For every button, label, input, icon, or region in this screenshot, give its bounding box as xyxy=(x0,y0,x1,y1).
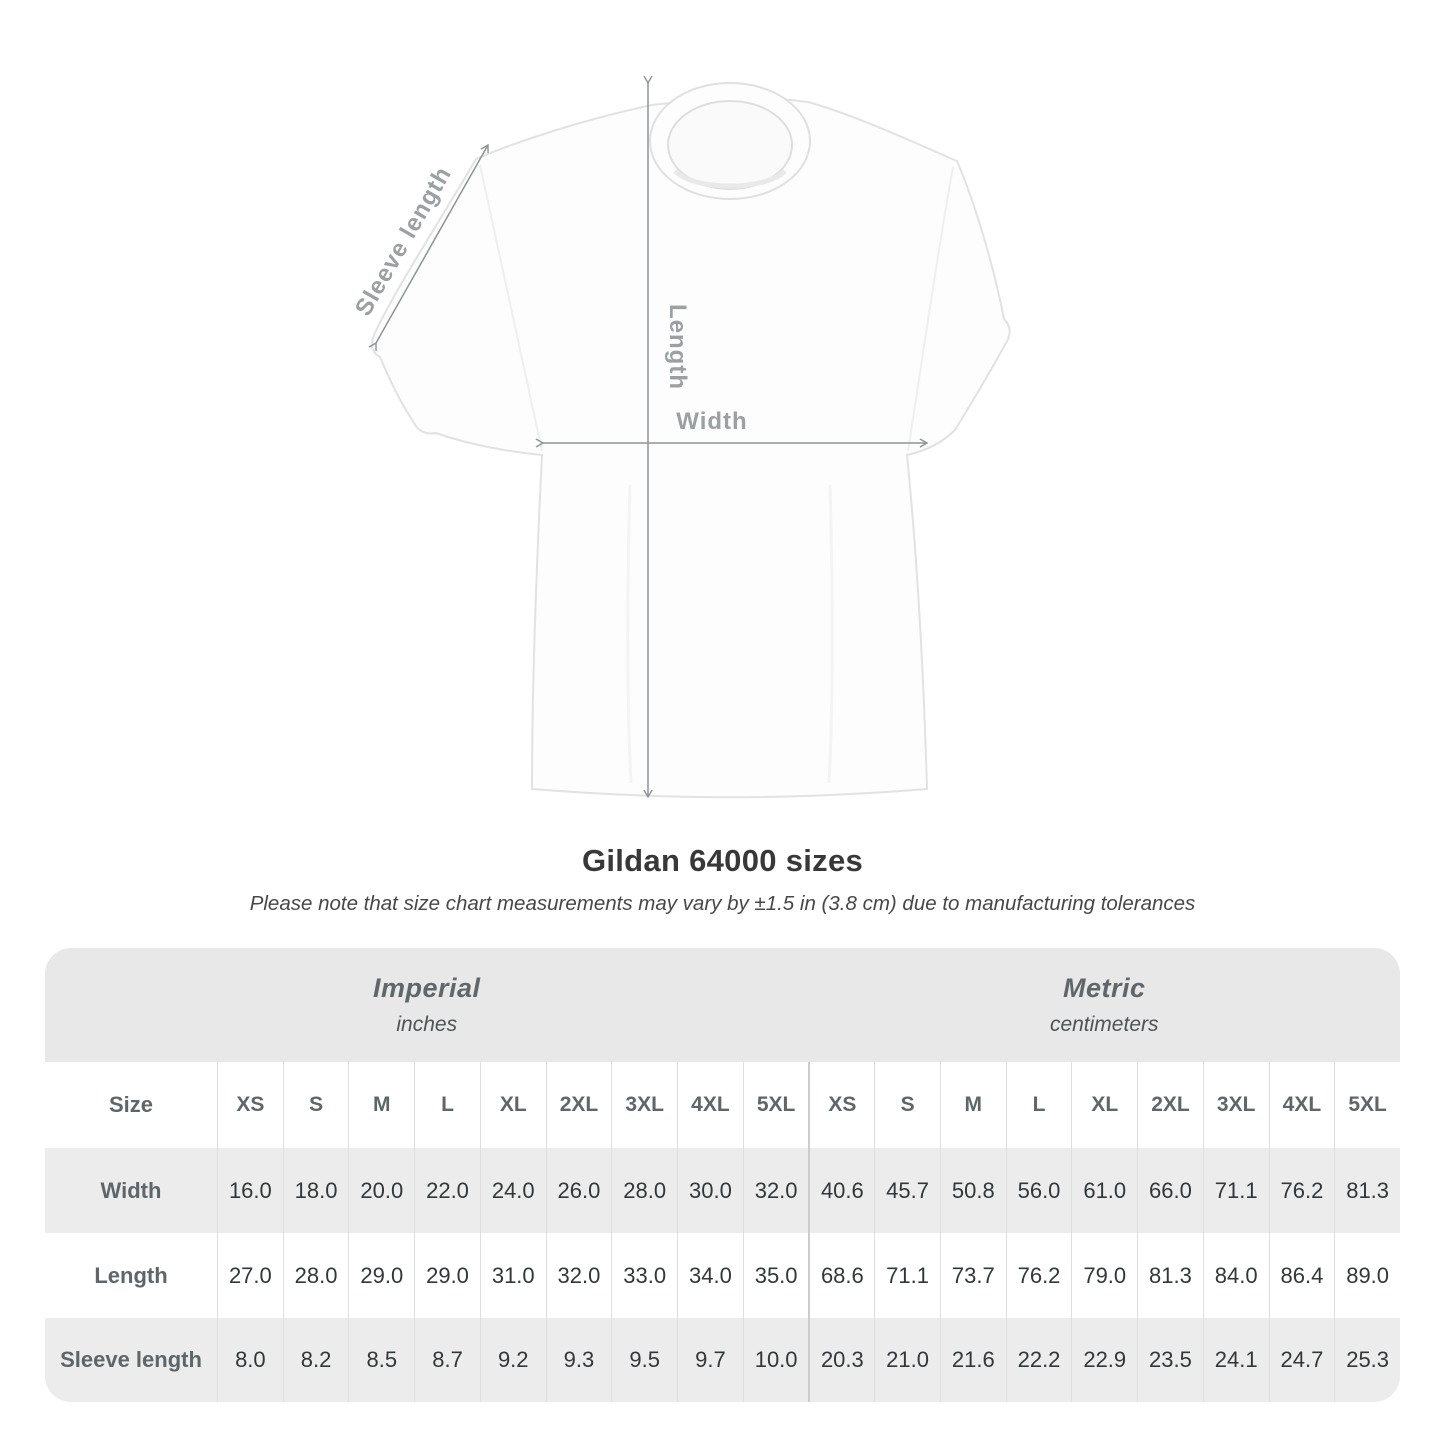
value-cell: 40.6 xyxy=(808,1148,875,1233)
size-header-cell: M xyxy=(939,1062,1006,1148)
value-cell: 22.2 xyxy=(1005,1318,1072,1402)
value-cell: 68.6 xyxy=(808,1233,875,1318)
row-label: Length xyxy=(45,1233,217,1318)
value-cell: 8.0 xyxy=(217,1318,283,1402)
size-header-cell: M xyxy=(348,1062,415,1148)
value-cell: 45.7 xyxy=(874,1148,940,1233)
size-header-cell: L xyxy=(1005,1062,1072,1148)
value-cell: 20.0 xyxy=(348,1148,415,1233)
value-cell: 29.0 xyxy=(414,1233,480,1318)
value-cell: 84.0 xyxy=(1202,1233,1269,1318)
value-cell: 9.2 xyxy=(479,1318,546,1402)
value-cell: 76.2 xyxy=(1268,1148,1335,1233)
value-cell: 32.0 xyxy=(742,1148,809,1233)
value-cell: 22.0 xyxy=(414,1148,480,1233)
unit-header-imperial-unit: inches xyxy=(396,1013,458,1036)
value-cell: 21.6 xyxy=(939,1318,1006,1402)
size-header-cell: 2XL xyxy=(545,1062,612,1148)
value-cell: 34.0 xyxy=(677,1233,743,1318)
unit-header-metric-name: Metric xyxy=(1062,973,1146,1003)
value-cell: 8.5 xyxy=(348,1318,415,1402)
value-cell: 18.0 xyxy=(282,1148,349,1233)
size-header-cell: 3XL xyxy=(611,1062,678,1148)
value-cell: 79.0 xyxy=(1071,1233,1138,1318)
value-cell: 31.0 xyxy=(479,1233,546,1318)
value-cell: 24.0 xyxy=(479,1148,546,1233)
size-col-header: Size xyxy=(45,1062,217,1148)
row-label: Sleeve length xyxy=(45,1318,217,1402)
measurement-arrows xyxy=(368,75,929,799)
page-title: Gildan 64000 sizes xyxy=(581,843,864,878)
tshirt-diagram: Length Width Sleeve length xyxy=(350,75,1011,799)
tolerance-note: Please note that size chart measurements… xyxy=(249,892,1196,915)
value-cell: 27.0 xyxy=(217,1233,283,1318)
value-cell: 50.8 xyxy=(939,1148,1006,1233)
size-header-cell: 3XL xyxy=(1202,1062,1269,1148)
size-header-cell: 5XL xyxy=(742,1062,809,1148)
unit-header-imperial: Imperial inches xyxy=(45,948,809,1062)
value-cell: 24.7 xyxy=(1268,1318,1335,1402)
value-cell: 9.5 xyxy=(611,1318,678,1402)
unit-header-imperial-name: Imperial xyxy=(372,973,481,1003)
value-cell: 71.1 xyxy=(874,1233,940,1318)
tshirt-outline xyxy=(371,82,1011,799)
size-header-cell: 2XL xyxy=(1137,1062,1203,1148)
value-cell: 20.3 xyxy=(808,1318,875,1402)
value-cell: 8.7 xyxy=(414,1318,480,1402)
value-cell: 23.5 xyxy=(1137,1318,1203,1402)
value-cell: 24.1 xyxy=(1202,1318,1269,1402)
size-header-cell: L xyxy=(414,1062,480,1148)
value-cell: 16.0 xyxy=(217,1148,283,1233)
value-cell: 81.3 xyxy=(1137,1233,1203,1318)
value-cell: 61.0 xyxy=(1071,1148,1138,1233)
size-header-cell: 4XL xyxy=(1268,1062,1335,1148)
value-cell: 56.0 xyxy=(1005,1148,1072,1233)
size-header-cell: XL xyxy=(1071,1062,1138,1148)
value-cell: 25.3 xyxy=(1334,1318,1400,1402)
value-cell: 26.0 xyxy=(545,1148,612,1233)
unit-header-metric: Metric centimeters xyxy=(808,948,1400,1062)
value-cell: 30.0 xyxy=(677,1148,743,1233)
value-cell: 10.0 xyxy=(742,1318,809,1402)
value-cell: 66.0 xyxy=(1137,1148,1203,1233)
size-header-cell: S xyxy=(874,1062,940,1148)
length-label: Length xyxy=(664,304,691,390)
value-cell: 71.1 xyxy=(1202,1148,1269,1233)
value-cell: 81.3 xyxy=(1334,1148,1400,1233)
value-cell: 89.0 xyxy=(1334,1233,1400,1318)
value-cell: 28.0 xyxy=(282,1233,349,1318)
value-cell: 32.0 xyxy=(545,1233,612,1318)
size-header-cell: S xyxy=(282,1062,349,1148)
collar-inner xyxy=(667,100,793,190)
size-table: Imperial inches Metric centimeters Size XS S M L… xyxy=(45,948,1400,1402)
value-cell: 86.4 xyxy=(1268,1233,1335,1318)
size-header-cell: 5XL xyxy=(1334,1062,1400,1148)
size-header-cell: XS xyxy=(217,1062,283,1148)
size-header-cell: XL xyxy=(479,1062,546,1148)
size-header-cell: XS xyxy=(808,1062,875,1148)
unit-header-metric-unit: centimeters xyxy=(1049,1013,1159,1036)
value-cell: 33.0 xyxy=(611,1233,678,1318)
value-cell: 8.2 xyxy=(282,1318,349,1402)
value-cell: 76.2 xyxy=(1005,1233,1072,1318)
value-cell: 35.0 xyxy=(742,1233,809,1318)
width-label: Width xyxy=(676,408,747,435)
value-cell: 28.0 xyxy=(611,1148,678,1233)
value-cell: 9.7 xyxy=(677,1318,743,1402)
row-label: Width xyxy=(45,1148,217,1233)
value-cell: 21.0 xyxy=(874,1318,940,1402)
value-cell: 73.7 xyxy=(939,1233,1006,1318)
value-cell: 29.0 xyxy=(348,1233,415,1318)
value-cell: 22.9 xyxy=(1071,1318,1138,1402)
sleeve-length-arrow xyxy=(368,143,489,352)
value-cell: 9.3 xyxy=(545,1318,612,1402)
size-header-cell: 4XL xyxy=(677,1062,743,1148)
